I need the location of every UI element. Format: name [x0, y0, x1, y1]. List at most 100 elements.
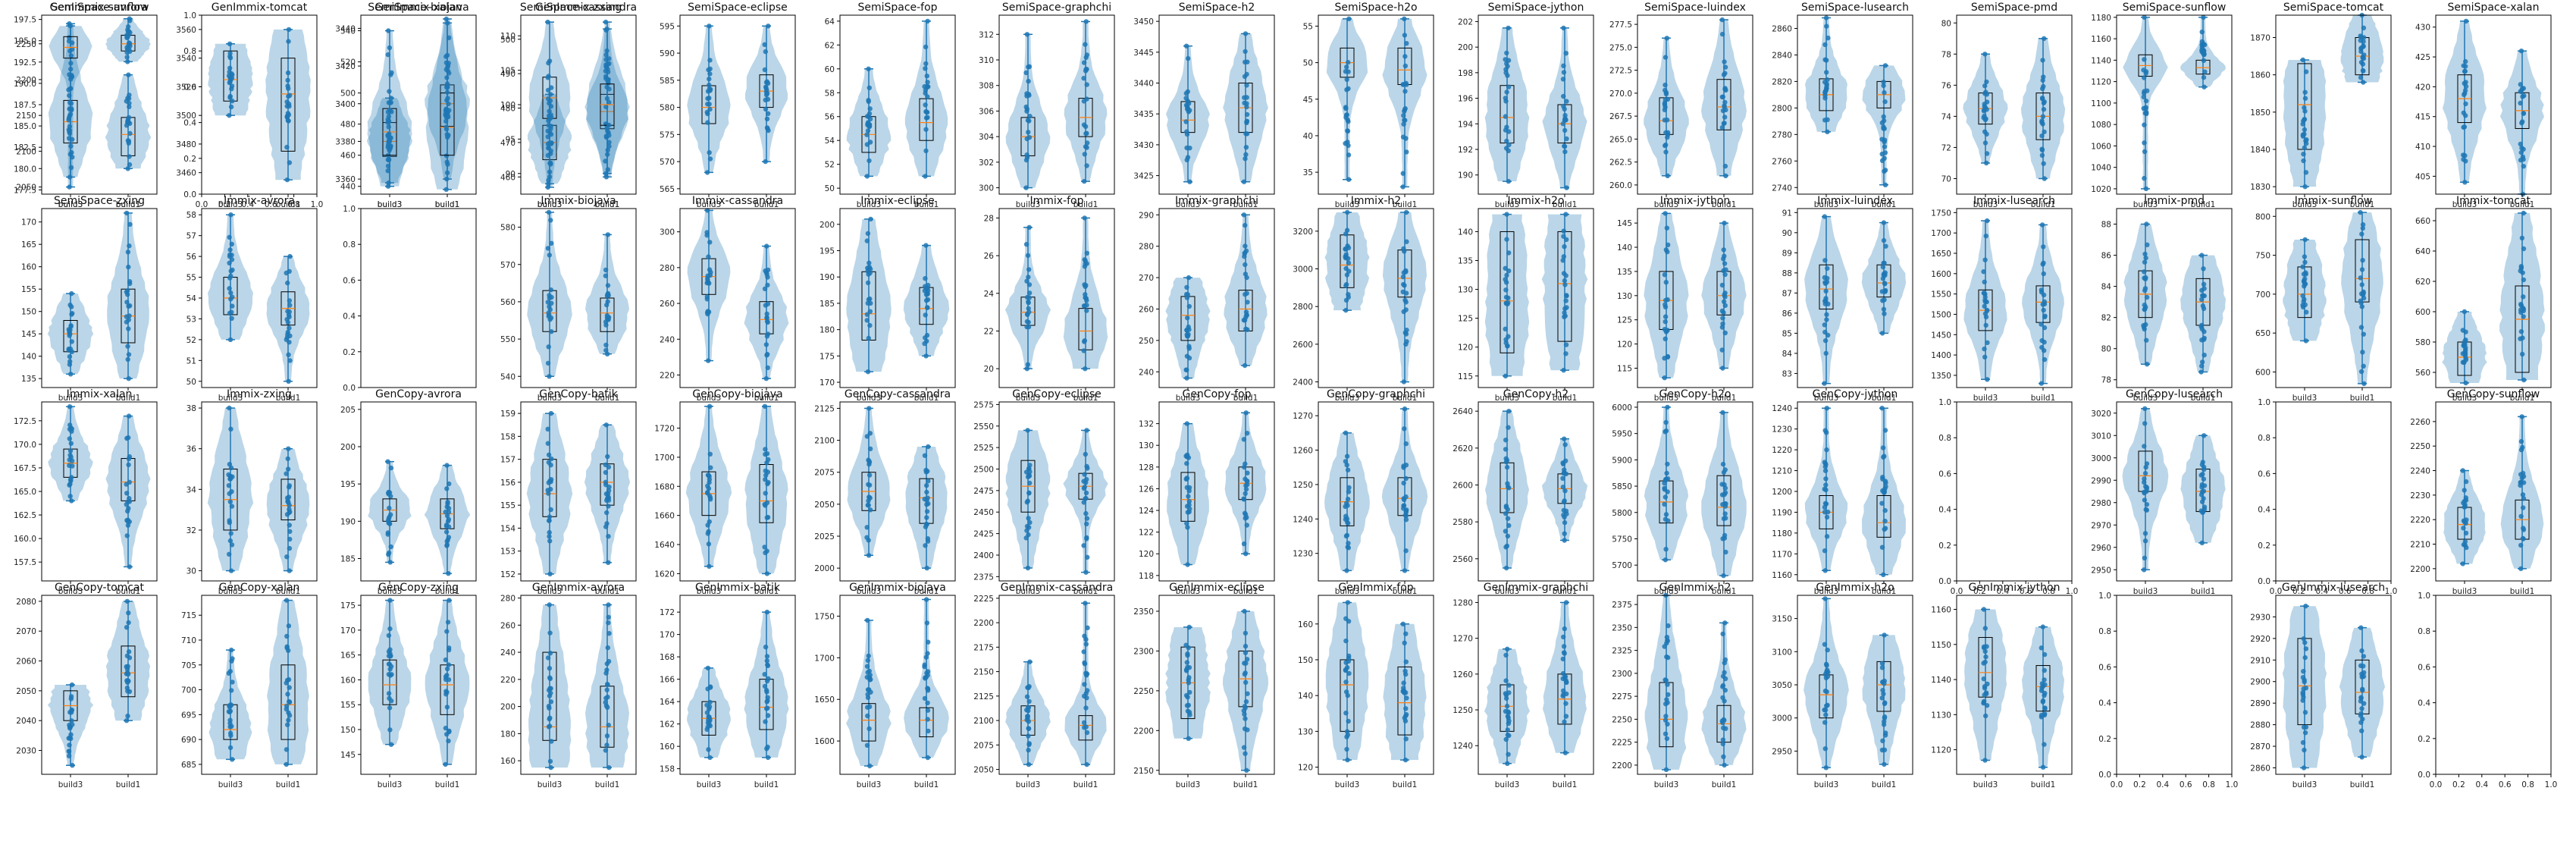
data-point [1343, 711, 1349, 716]
data-point [545, 310, 551, 315]
x-tick-label: build3 [1335, 780, 1360, 789]
data-point [1723, 549, 1728, 555]
data-point [227, 212, 233, 218]
axes-frame [1797, 208, 1913, 388]
data-point [1243, 643, 1248, 649]
data-point [864, 318, 870, 323]
x-tick-label: build1 [2190, 200, 2215, 209]
y-tick-label: 2950 [2091, 566, 2111, 575]
data-point [1186, 485, 1192, 491]
data-point [2199, 293, 2205, 298]
data-point [1560, 63, 1566, 69]
data-point [2142, 286, 2148, 291]
data-point [126, 679, 131, 684]
data-point [1186, 275, 1191, 281]
data-point [1403, 441, 1409, 447]
x-tick-label: build1 [754, 200, 779, 209]
y-tick-label: 0.4 [343, 312, 356, 322]
data-point [923, 654, 929, 660]
data-point [285, 378, 291, 384]
data-point [1721, 72, 1727, 77]
data-point [2358, 35, 2364, 40]
data-point [1243, 767, 1249, 773]
data-point [866, 726, 872, 732]
data-point [446, 662, 452, 667]
data-point [923, 61, 928, 67]
y-tick-label: 160.0 [14, 535, 36, 544]
data-point [1026, 491, 1032, 496]
y-tick-label: 56 [824, 113, 835, 122]
axes-frame [998, 14, 1115, 195]
data-point [2519, 444, 2524, 450]
data-point [1027, 463, 1033, 468]
data-point [2300, 121, 2305, 127]
data-point [1404, 41, 1409, 46]
axes-frame [1637, 14, 1753, 195]
data-point [1720, 410, 1725, 416]
y-tick-label: 2920 [2250, 635, 2270, 644]
data-point [68, 143, 74, 149]
box [1819, 264, 1833, 310]
y-tick-label: 84 [1782, 350, 1792, 359]
data-point [1244, 59, 1249, 64]
data-point [1882, 730, 1888, 736]
data-point [1185, 494, 1191, 499]
data-point [2202, 69, 2208, 74]
data-point [1023, 535, 1029, 541]
y-tick-label: 2400 [1293, 378, 1313, 388]
data-point [1242, 705, 1248, 711]
x-tick-label: build1 [914, 200, 939, 209]
data-point [1025, 118, 1031, 123]
y-tick-label: 1240 [1293, 515, 1313, 524]
chart-panel: Immix-lusearch13501400145015001550160016… [1931, 195, 2073, 403]
data-point [547, 295, 552, 301]
y-tick-label: 1450 [1931, 331, 1951, 340]
data-point [704, 233, 710, 238]
chart-title: GenCopy-graphchi [1327, 388, 1425, 400]
data-point [1720, 683, 1726, 689]
data-point [763, 468, 768, 473]
data-point [1722, 687, 1728, 693]
data-point [605, 299, 610, 304]
data-point [1662, 717, 1669, 723]
y-tick-label: 153 [500, 548, 515, 557]
x-tick-label: build1 [2350, 780, 2375, 789]
data-point [124, 518, 130, 523]
data-point [2463, 18, 2468, 24]
data-point [2520, 294, 2525, 300]
data-point [1983, 713, 1988, 719]
data-point [2462, 180, 2468, 185]
data-point [1982, 698, 1987, 704]
data-point [1562, 458, 1568, 463]
data-point [1882, 272, 1888, 278]
x-tick-label: build3 [2292, 394, 2317, 403]
data-point [284, 99, 290, 105]
data-point [1346, 670, 1352, 676]
y-tick-label: 570 [660, 158, 675, 167]
data-point [1720, 321, 1725, 327]
y-tick-label: 3360 [335, 175, 356, 184]
data-point [1881, 260, 1887, 265]
y-tick-label: 2200 [2410, 565, 2430, 574]
data-point [2042, 36, 2047, 41]
data-point [2460, 561, 2465, 567]
axes-frame [1956, 208, 2073, 388]
y-tick-label: 1620 [654, 570, 675, 579]
y-tick-label: 700 [2255, 290, 2270, 300]
chart-title: Immix-tomcat [2455, 195, 2531, 207]
axes-frame [839, 14, 955, 195]
chart-title: GenImmix-xalan [374, 2, 462, 14]
data-point [285, 319, 290, 325]
data-point [1084, 130, 1089, 136]
data-point [387, 100, 393, 105]
data-point [1981, 269, 1986, 275]
data-point [603, 342, 609, 348]
data-point [2361, 331, 2366, 337]
data-point [606, 631, 612, 636]
axes-frame [2116, 595, 2232, 775]
data-point [1400, 184, 1406, 190]
data-point [285, 466, 290, 472]
data-point [1241, 437, 1246, 442]
data-point [602, 159, 608, 164]
